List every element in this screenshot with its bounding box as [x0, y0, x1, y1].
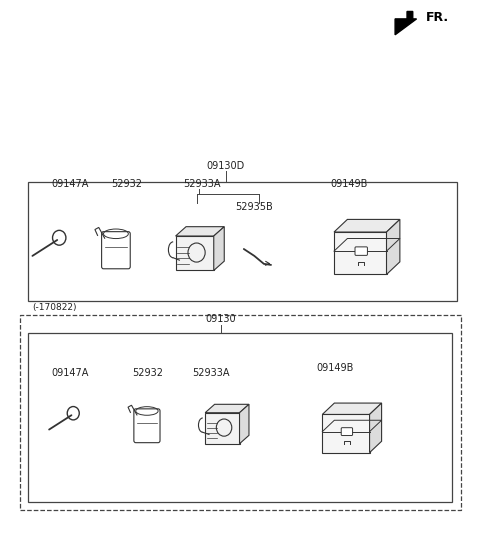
FancyBboxPatch shape [341, 427, 353, 435]
Text: 52935B: 52935B [235, 202, 273, 212]
Bar [176, 236, 214, 270]
FancyBboxPatch shape [134, 409, 160, 443]
Bar [20, 316, 461, 511]
Text: 52932: 52932 [132, 368, 164, 378]
Text: 52933A: 52933A [192, 368, 230, 378]
Text: 52932: 52932 [111, 179, 142, 189]
FancyBboxPatch shape [102, 232, 130, 269]
Text: FR.: FR. [426, 11, 449, 24]
Bar [28, 333, 452, 503]
Bar [323, 415, 370, 453]
Polygon shape [205, 405, 249, 413]
Text: 09130D: 09130D [206, 160, 245, 171]
Text: 09149B: 09149B [331, 179, 368, 189]
Polygon shape [334, 220, 400, 232]
FancyBboxPatch shape [355, 247, 367, 255]
Polygon shape [386, 220, 400, 274]
Text: 09130: 09130 [205, 314, 236, 324]
Polygon shape [240, 405, 249, 444]
Polygon shape [176, 227, 224, 236]
Text: 09147A: 09147A [51, 368, 89, 378]
Text: 09147A: 09147A [51, 179, 89, 189]
Bar [334, 232, 386, 274]
Text: 09149B: 09149B [316, 362, 354, 373]
Polygon shape [395, 12, 417, 35]
Polygon shape [370, 403, 382, 453]
Text: 52933A: 52933A [183, 179, 220, 189]
Bar [205, 413, 240, 444]
Polygon shape [214, 227, 224, 270]
Bar [28, 182, 457, 301]
Polygon shape [323, 403, 382, 415]
Text: (-170822): (-170822) [33, 303, 77, 312]
